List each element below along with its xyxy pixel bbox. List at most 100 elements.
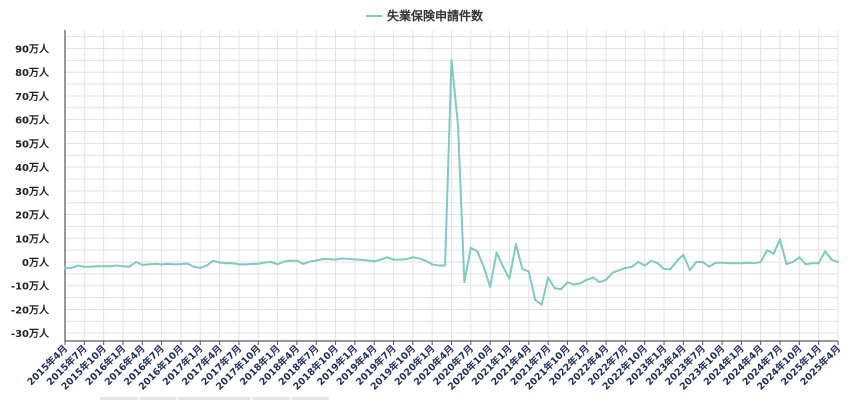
data-point <box>695 261 698 263</box>
data-point <box>721 261 724 264</box>
data-point <box>772 252 775 255</box>
data-point <box>302 262 305 265</box>
data-point <box>83 265 86 268</box>
data-point <box>605 278 608 281</box>
y-axis-ticks: 90万人 80万人 70万人 60万人 50万人 40万人 30万人 20万人 10万人 0万人 -… <box>11 43 50 341</box>
data-point <box>585 278 588 281</box>
data-point <box>250 262 253 265</box>
data-point <box>431 263 434 266</box>
y-tick-label: 20万人 <box>15 209 50 222</box>
data-point <box>508 277 511 280</box>
data-point <box>837 261 839 263</box>
data-point <box>334 258 337 261</box>
data-point <box>186 262 189 265</box>
data-point <box>89 265 92 268</box>
data-point <box>340 257 343 260</box>
data-point <box>592 276 595 279</box>
y-tick-label: -30万人 <box>11 327 50 340</box>
data-point <box>173 263 176 266</box>
data-point <box>134 261 137 263</box>
data-point <box>514 243 517 246</box>
data-point <box>482 265 485 268</box>
data-point <box>444 264 447 267</box>
data-point <box>804 263 807 266</box>
data-point <box>450 59 453 62</box>
data-point <box>179 263 182 266</box>
data-point <box>527 270 530 273</box>
data-point <box>205 264 208 267</box>
data-point <box>411 256 414 259</box>
data-point <box>779 238 782 241</box>
data-point <box>759 261 762 263</box>
scroll-segment <box>291 397 329 400</box>
data-point <box>791 261 794 263</box>
data-point <box>547 276 550 279</box>
data-point <box>328 258 331 261</box>
data-point <box>225 262 228 265</box>
data-point <box>102 265 105 268</box>
data-point <box>675 259 678 262</box>
data-point <box>740 262 743 265</box>
data-point <box>160 263 163 266</box>
data-point <box>192 265 195 268</box>
data-point <box>64 266 66 269</box>
data-point <box>121 265 124 268</box>
data-point <box>811 262 814 265</box>
data-point <box>553 287 556 290</box>
data-point <box>283 260 286 263</box>
data-point <box>347 257 350 260</box>
data-point <box>321 258 324 261</box>
scroll-segment <box>178 397 251 400</box>
data-point <box>373 260 376 263</box>
data-point <box>315 259 318 262</box>
data-point <box>212 259 215 262</box>
y-tick-label: 90万人 <box>15 43 50 56</box>
data-point <box>424 259 427 262</box>
data-point <box>727 262 730 265</box>
data-point <box>766 249 769 252</box>
data-point <box>218 261 221 264</box>
data-point <box>398 258 401 261</box>
x-axis-ticks: 2015年4月2015年7月2015年10月2016年1月2016年4月2016… <box>25 341 843 393</box>
data-point <box>244 263 247 266</box>
y-tick-label: 0万人 <box>22 256 50 269</box>
data-point <box>495 251 498 254</box>
y-tick-label: 50万人 <box>15 137 50 150</box>
data-point <box>682 253 685 256</box>
data-point <box>379 258 382 261</box>
data-point <box>708 265 711 268</box>
data-point <box>308 260 311 263</box>
data-point <box>824 250 827 253</box>
data-point <box>109 265 112 268</box>
data-point <box>502 265 505 268</box>
data-point <box>560 288 563 291</box>
data-point <box>405 258 408 261</box>
data-point <box>270 261 273 263</box>
data-point <box>463 281 466 284</box>
data-point <box>199 266 202 269</box>
data-point <box>418 257 421 260</box>
data-point <box>386 256 389 259</box>
data-point <box>263 261 266 264</box>
data-point <box>76 264 79 267</box>
legend[interactable]: 失業保険申請件数 <box>366 8 484 23</box>
data-point <box>476 250 479 253</box>
data-point <box>128 265 131 268</box>
data-point <box>295 259 298 262</box>
data-point <box>643 264 646 267</box>
scroll-segment <box>252 397 290 400</box>
data-point <box>96 265 99 268</box>
series-layer <box>64 59 839 306</box>
data-point <box>688 269 691 272</box>
data-point <box>733 262 736 265</box>
data-point <box>798 256 801 259</box>
data-point <box>637 261 640 263</box>
y-tick-label: -20万人 <box>11 303 50 316</box>
y-tick-label: 70万人 <box>15 90 50 103</box>
data-point <box>830 258 833 261</box>
data-point <box>276 263 279 266</box>
data-point <box>360 258 363 261</box>
data-point <box>540 303 543 306</box>
data-point <box>617 269 620 272</box>
